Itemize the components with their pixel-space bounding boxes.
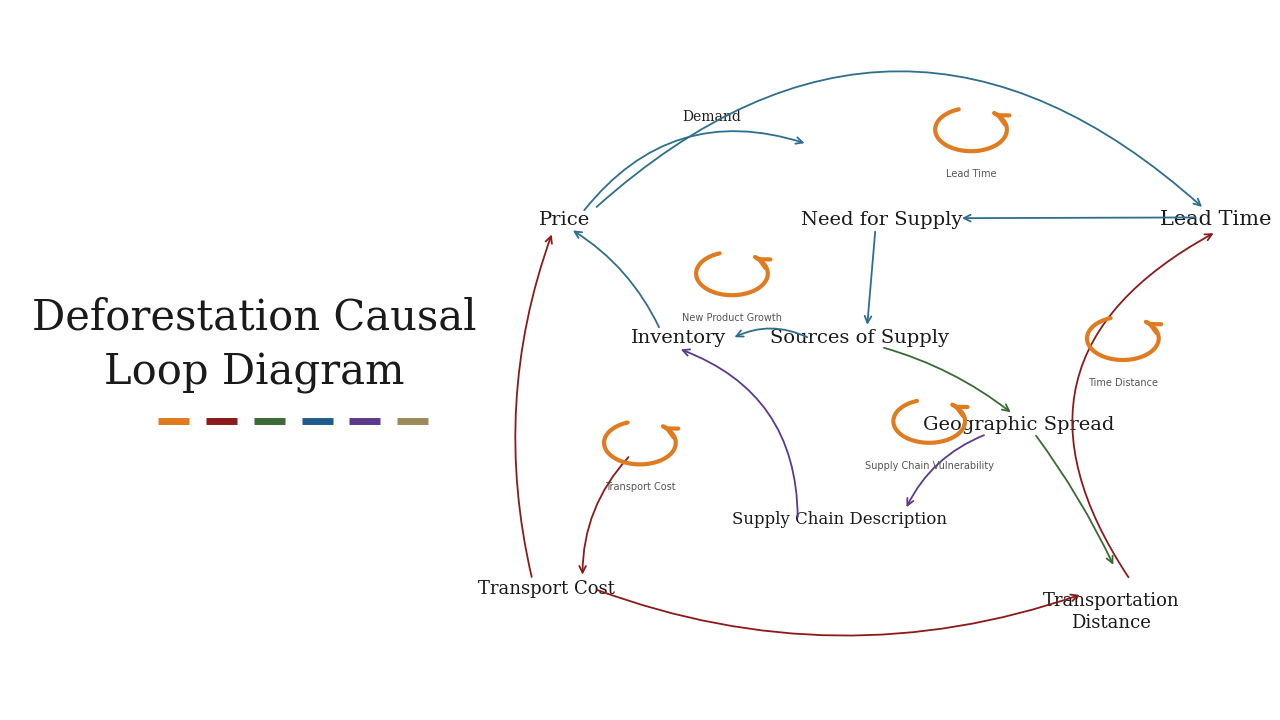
Text: Demand: Demand [682,109,741,124]
Text: Price: Price [539,211,590,229]
Text: Transport Cost: Transport Cost [604,482,676,492]
Text: Time Distance: Time Distance [1088,378,1158,388]
Text: Lead Time: Lead Time [946,169,996,179]
Text: Supply Chain Vulnerability: Supply Chain Vulnerability [865,461,993,471]
Text: Need for Supply: Need for Supply [801,211,963,229]
Text: New Product Growth: New Product Growth [682,313,782,323]
Text: Geographic Spread: Geographic Spread [923,416,1115,433]
Text: Lead Time: Lead Time [1161,210,1272,229]
Text: Inventory: Inventory [631,330,726,348]
Text: Supply Chain Description: Supply Chain Description [732,511,947,528]
Text: Transportation
Distance: Transportation Distance [1043,592,1179,632]
Text: Sources of Supply: Sources of Supply [771,330,950,348]
Text: Transport Cost: Transport Cost [479,580,616,598]
Text: Deforestation Causal
Loop Diagram: Deforestation Causal Loop Diagram [32,297,476,395]
